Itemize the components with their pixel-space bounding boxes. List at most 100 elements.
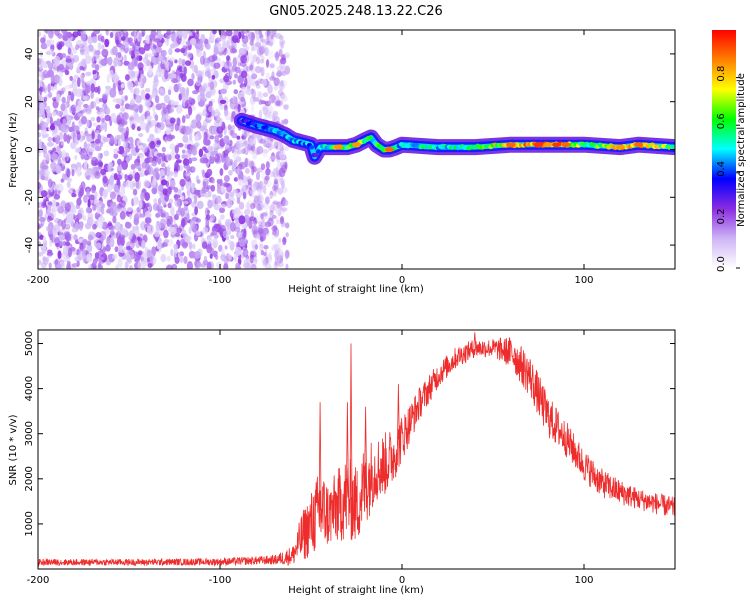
spectrogram-noise-cell xyxy=(263,245,269,250)
spectrogram-noise-cell xyxy=(230,48,238,54)
spectrogram-noise-cell xyxy=(154,95,160,104)
spectrogram-noise-cell xyxy=(194,134,199,142)
spectrogram-noise-cell xyxy=(126,156,130,164)
spectrogram-noise-cell xyxy=(72,31,79,38)
spectrogram-noise-cell xyxy=(251,32,255,43)
spectrogram-noise-cell xyxy=(106,235,111,245)
spectrogram-noise-cell xyxy=(120,245,125,254)
spectrogram-noise-cell xyxy=(211,74,216,80)
spectrogram-noise-cell xyxy=(240,86,248,95)
spectrogram-noise-cell xyxy=(58,77,63,86)
spectrogram-noise-cell xyxy=(283,104,289,110)
spectrogram-noise-cell xyxy=(160,253,167,263)
spectrogram-noise-cell xyxy=(248,31,256,41)
spectrogram-noise-cell xyxy=(132,104,140,112)
spectrogram-noise-cell xyxy=(203,121,208,127)
spectrogram-noise-cell xyxy=(163,106,170,116)
spectrogram-noise-cell xyxy=(226,55,230,61)
spectrogram-noise-cell xyxy=(83,160,88,166)
spectrogram-noise-cell xyxy=(85,46,90,55)
spectrogram-noise-cell xyxy=(46,110,52,119)
spectrogram-noise-cell xyxy=(112,45,118,56)
spectrogram-noise-cell xyxy=(161,146,166,153)
spectrogram-noise-cell xyxy=(71,204,77,215)
spectrogram-noise-cell xyxy=(160,49,167,57)
spectrogram-noise-cell xyxy=(196,30,200,35)
y-tick-label: 5000 xyxy=(24,331,35,356)
spectrogram-noise-cell xyxy=(194,251,202,259)
spectrogram-noise-cell xyxy=(278,48,283,57)
spectrogram-noise-cell xyxy=(176,227,182,234)
spectrogram-noise-cell xyxy=(49,116,53,125)
spectrogram-noise-cell xyxy=(83,103,89,109)
spectrogram-noise-cell xyxy=(61,158,66,167)
spectrogram-noise-cell xyxy=(235,217,239,224)
spectrogram-noise-cell xyxy=(233,89,239,95)
spectrogram-noise-cell xyxy=(170,206,175,217)
spectrogram-noise-cell xyxy=(278,167,286,178)
spectrogram-noise-cell xyxy=(166,30,172,36)
spectrogram-noise-cell xyxy=(193,194,198,204)
spectrogram-noise-cell xyxy=(38,112,43,118)
spectrogram-noise-cell xyxy=(170,33,177,43)
spectrogram-noise-cell xyxy=(118,200,126,208)
spectrogram-noise-cell xyxy=(117,258,123,268)
spectrogram-noise-cell xyxy=(57,190,61,195)
spectrogram-noise-cell xyxy=(67,63,73,68)
spectrogram-noise-cell xyxy=(279,150,286,160)
spectrogram-noise-cell xyxy=(152,90,157,97)
spectrogram-noise-cell xyxy=(206,168,213,177)
spectrogram-noise-cell xyxy=(68,189,73,195)
spectrogram-noise-cell xyxy=(75,44,80,51)
snr-x-ticks: -200 -100 0 100 xyxy=(27,330,594,586)
spectrogram-noise-cell xyxy=(42,44,48,49)
spectrogram-noise-cell xyxy=(155,222,162,231)
y-tick-label: 1000 xyxy=(24,511,35,536)
spectrogram-noise-cell xyxy=(209,253,213,259)
spectrogram-noise-cell xyxy=(210,151,215,158)
spectrogram-noise-cell xyxy=(91,130,95,140)
spectrogram-noise-cell xyxy=(157,197,162,206)
spectrogram-noise-cell xyxy=(130,163,136,170)
y-tick-label: 0 xyxy=(24,146,35,152)
spectrogram-noise-cell xyxy=(188,96,193,103)
spectrogram-noise-cell xyxy=(183,66,187,75)
spectrogram-noise-cell xyxy=(203,137,208,146)
spectrogram-noise-cell xyxy=(118,226,123,234)
spectrogram-noise-cell xyxy=(263,252,267,257)
spectrogram-noise-cell xyxy=(205,219,210,229)
spectrogram-noise-cell xyxy=(153,38,161,43)
spectrogram-noise-cell xyxy=(249,64,254,71)
spectrogram-noise-cell xyxy=(82,108,88,113)
spectrogram-noise-cell xyxy=(59,90,65,95)
spectrogram-noise-cell xyxy=(178,57,183,65)
spectrogram-noise-cell xyxy=(161,243,165,248)
spectrogram-noise-cell xyxy=(278,237,282,243)
spectrogram-noise-cell xyxy=(174,153,181,160)
spectrogram-noise-cell xyxy=(190,183,196,189)
colorbar-tick-label: 0.4 xyxy=(716,161,727,177)
spectrogram-noise-cell xyxy=(221,188,227,194)
spectrogram-noise-cell xyxy=(54,30,60,37)
spectrogram-noise-cell xyxy=(228,169,233,176)
spectrogram-noise-cell xyxy=(207,237,212,245)
spectrogram-noise-cell xyxy=(161,116,166,123)
spectrogram-noise-cell xyxy=(240,96,245,102)
spectrogram-noise-cell xyxy=(121,118,126,128)
spectrogram-noise-cell xyxy=(257,224,264,234)
colorbar-label: Normalized spectral amplitude xyxy=(736,73,747,227)
spectrogram-noise-cell xyxy=(126,207,133,213)
spectrogram-noise-cell xyxy=(47,136,53,142)
spectrogram-noise-cell xyxy=(252,181,260,191)
spectrogram-noise-cell xyxy=(277,187,284,195)
spectrogram-noise-cell xyxy=(49,124,56,131)
spectrogram-noise-cell xyxy=(141,239,146,249)
spectrogram-noise-cell xyxy=(168,198,174,204)
spectrogram-noise-cell xyxy=(223,175,230,183)
spectrogram-noise-cell xyxy=(261,256,267,264)
spectrogram-noise-cell xyxy=(146,248,152,259)
spectrogram-noise-cell xyxy=(175,104,183,114)
spectrogram-noise-cell xyxy=(129,264,133,269)
spectrogram-noise-cell xyxy=(74,147,81,153)
spectrogram-noise-cell xyxy=(92,205,97,211)
